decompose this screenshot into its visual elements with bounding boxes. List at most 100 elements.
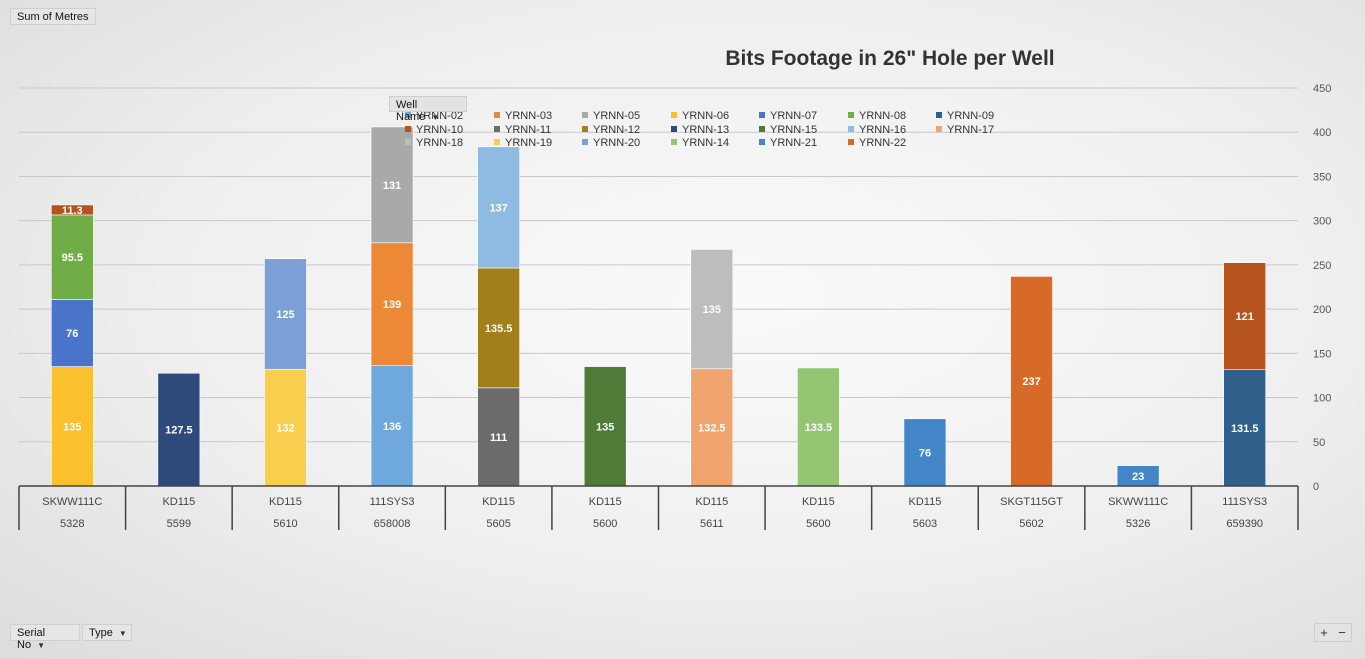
- zoom-controls: + −: [1314, 623, 1352, 642]
- category-type-label: SKWW111C: [1108, 496, 1168, 508]
- legend-swatch: [582, 139, 588, 145]
- zoom-in-button[interactable]: +: [1320, 625, 1328, 640]
- category-type-label: SKGT115GT: [1000, 496, 1063, 508]
- data-label: 135: [703, 304, 721, 316]
- legend-entry: YRNN-14: [682, 137, 729, 149]
- data-label: 137: [489, 202, 507, 214]
- data-label: 76: [66, 328, 78, 340]
- data-label: 136: [383, 421, 401, 433]
- legend-swatch: [582, 126, 588, 132]
- legend-swatch: [936, 112, 942, 118]
- legend-entry: YRNN-07: [770, 110, 817, 122]
- legend-entry: YRNN-18: [416, 137, 463, 149]
- serial-no-filter-button[interactable]: Serial No ▼: [10, 624, 80, 651]
- well-name-filter-button[interactable]: Well Name ▼: [389, 96, 467, 123]
- legend-swatch: [759, 126, 765, 132]
- category-serial-label: 5600: [593, 518, 617, 530]
- category-serial-label: 5600: [806, 518, 830, 530]
- y-tick-label: 50: [1313, 437, 1325, 449]
- data-label: 135: [63, 421, 81, 433]
- y-tick-label: 250: [1313, 260, 1331, 272]
- dropdown-arrow-icon: ▼: [431, 113, 440, 122]
- y-tick-label: 300: [1313, 216, 1331, 228]
- y-tick-label: 450: [1313, 83, 1331, 95]
- category-serial-label: 5602: [1019, 518, 1043, 530]
- legend-swatch: [848, 126, 854, 132]
- y-tick-label: 200: [1313, 304, 1331, 316]
- legend-swatch: [494, 139, 500, 145]
- legend-entry: YRNN-21: [770, 137, 817, 149]
- data-label: 139: [383, 299, 401, 311]
- legend-swatch: [582, 112, 588, 118]
- legend-entry: YRNN-19: [505, 137, 552, 149]
- bar-segment: [370, 126, 414, 244]
- legend-entry: YRNN-09: [947, 110, 994, 122]
- legend-entry: YRNN-13: [682, 124, 729, 136]
- bar-segment: [50, 204, 94, 216]
- legend-entry: YRNN-15: [770, 124, 817, 136]
- legend-swatch: [405, 126, 411, 132]
- category-serial-label: 5605: [486, 518, 510, 530]
- legend-swatch: [494, 126, 500, 132]
- serial-no-label: Serial No: [17, 627, 46, 651]
- dropdown-arrow-icon: ▼: [118, 629, 127, 638]
- category-type-label: KD115: [695, 496, 728, 508]
- legend-entry: YRNN-17: [947, 124, 994, 136]
- bar-segment: [50, 366, 94, 487]
- y-tick-label: 400: [1313, 127, 1331, 139]
- legend-swatch: [936, 126, 942, 132]
- bar-segment: [1223, 262, 1267, 370]
- category-serial-label: 659390: [1226, 518, 1263, 530]
- legend-swatch: [405, 112, 411, 118]
- bar-segment: [477, 267, 520, 389]
- sum-of-metres-field[interactable]: Sum of Metres: [10, 8, 96, 25]
- legend-swatch: [405, 139, 411, 145]
- data-label: 125: [276, 309, 294, 321]
- category-serial-label: 5599: [167, 518, 191, 530]
- bar-segment: [1223, 369, 1267, 487]
- type-filter-button[interactable]: Type ▼: [82, 624, 132, 641]
- bar-segment: [370, 365, 414, 487]
- legend-swatch: [848, 112, 854, 118]
- data-label: 95.5: [62, 252, 83, 264]
- data-label: 11.3: [62, 205, 83, 217]
- chart-title: Bits Footage in 26" Hole per Well: [725, 47, 1054, 70]
- legend-entry: YRNN-16: [859, 124, 906, 136]
- category-serial-label: 5326: [1126, 518, 1150, 530]
- category-serial-label: 5610: [273, 518, 297, 530]
- data-label: 111: [490, 432, 507, 444]
- legend-swatch: [494, 112, 500, 118]
- category-type-label: 111SYS3: [1222, 496, 1267, 508]
- legend-entry: YRNN-06: [682, 110, 729, 122]
- bar-segment: [690, 249, 734, 370]
- data-label: 23: [1132, 471, 1144, 483]
- legend-entry: YRNN-02: [416, 110, 463, 122]
- y-tick-label: 150: [1313, 348, 1331, 360]
- category-serial-label: 5611: [700, 518, 724, 530]
- sum-field-label: Sum of Metres: [17, 11, 89, 23]
- legend-entry: YRNN-12: [593, 124, 640, 136]
- bar-segment: [50, 214, 94, 300]
- category-type-label: KD115: [269, 496, 302, 508]
- data-label: 133.5: [805, 422, 833, 434]
- well-name-label: Well Name: [396, 99, 426, 123]
- category-serial-label: 658008: [374, 518, 411, 530]
- legend-swatch: [671, 126, 677, 132]
- bar-segment: [1010, 276, 1053, 487]
- category-type-label: 111SYS3: [370, 496, 415, 508]
- data-label: 237: [1022, 376, 1040, 388]
- category-type-label: KD115: [589, 496, 622, 508]
- data-label: 132: [276, 423, 294, 435]
- y-tick-label: 0: [1313, 481, 1319, 493]
- category-type-label: KD115: [162, 496, 195, 508]
- bar-segment: [797, 367, 840, 487]
- legend-entry: YRNN-11: [505, 124, 551, 136]
- category-type-label: KD115: [909, 496, 942, 508]
- zoom-out-button[interactable]: −: [1338, 625, 1346, 640]
- data-label: 131.5: [1231, 423, 1259, 435]
- bar-segment: [477, 387, 520, 487]
- legend-swatch: [671, 139, 677, 145]
- data-label: 132.5: [698, 422, 726, 434]
- legend-entry: YRNN-05: [593, 110, 640, 122]
